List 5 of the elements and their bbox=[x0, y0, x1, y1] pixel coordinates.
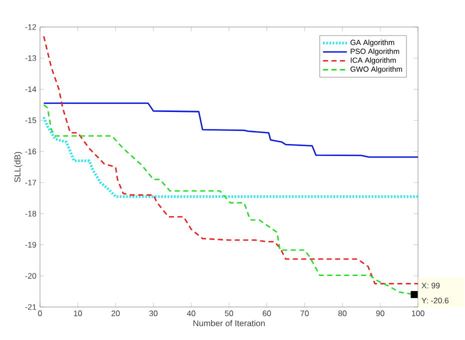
x-axis-title: Number of Iteration bbox=[193, 320, 265, 326]
line-series bbox=[43, 36, 418, 284]
line-series bbox=[42, 116, 418, 198]
line-series bbox=[43, 102, 418, 158]
y-axis-title: SLL(dB) bbox=[14, 152, 22, 182]
